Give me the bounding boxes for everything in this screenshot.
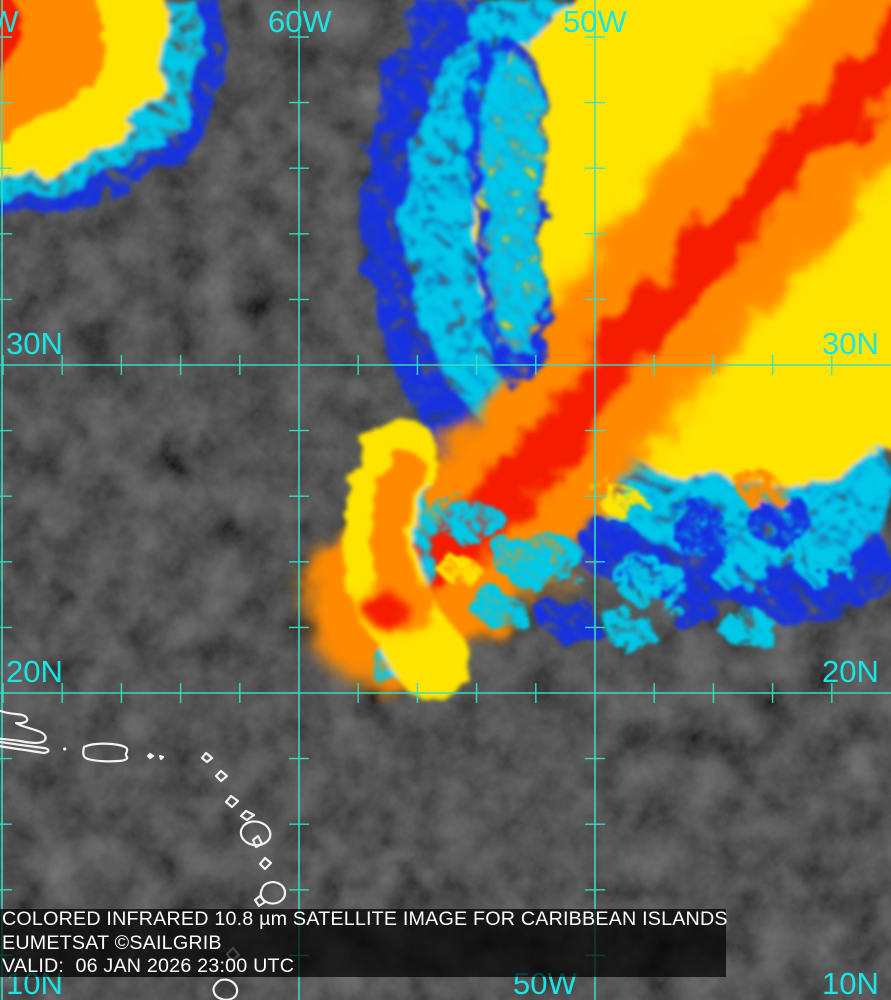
svg-text:30N: 30N [822, 326, 879, 361]
svg-text:20N: 20N [822, 654, 879, 689]
svg-text:20N: 20N [6, 654, 63, 689]
svg-text:30N: 30N [6, 326, 63, 361]
svg-text:50W: 50W [563, 4, 627, 39]
svg-text:0W: 0W [0, 4, 19, 39]
svg-text:60W: 60W [268, 4, 332, 39]
